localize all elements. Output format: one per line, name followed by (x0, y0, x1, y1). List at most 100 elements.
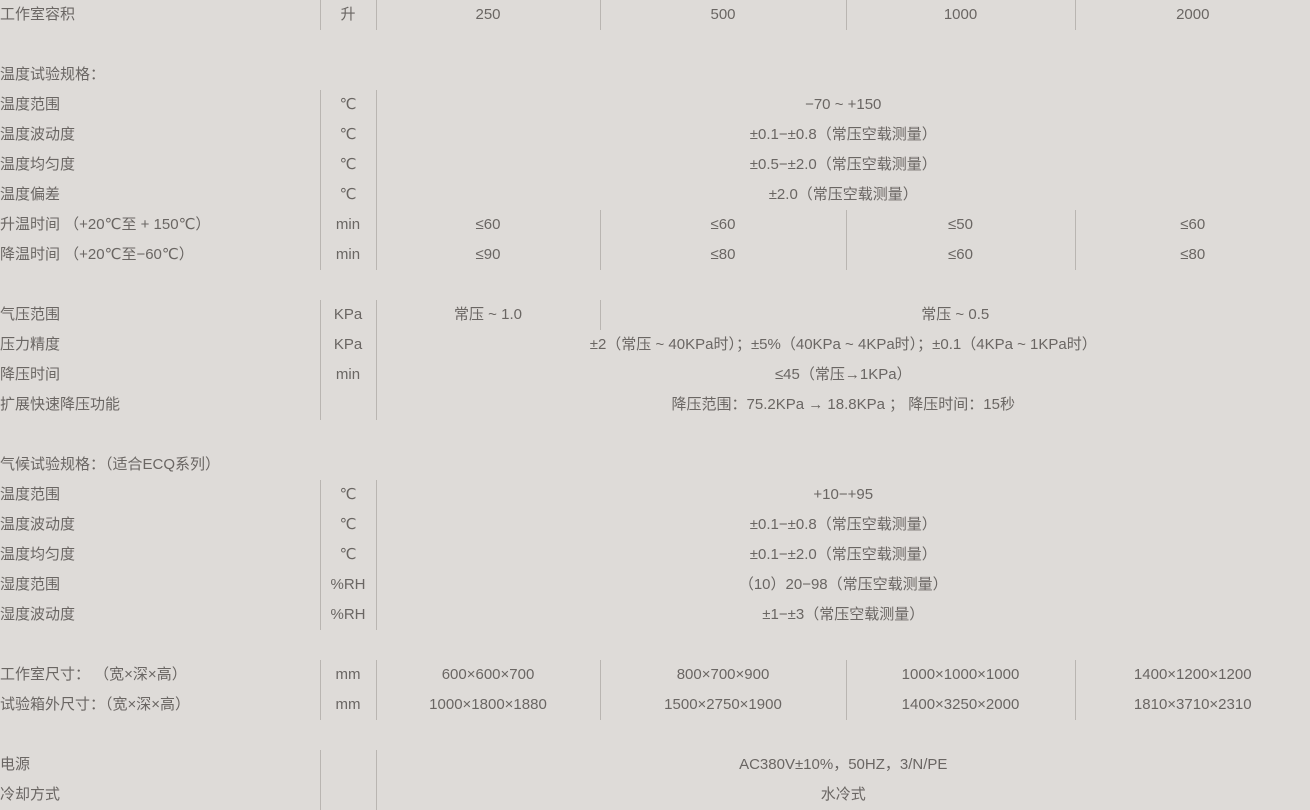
row-label: 试验箱外尺寸：（宽×深×高） (0, 690, 320, 720)
section-separator (0, 270, 1310, 300)
row-unit: ℃ (319, 90, 376, 120)
row-unit (319, 780, 376, 810)
table-header-row: 工作室容积升 250 500 1000 2000 (0, 0, 1310, 30)
row-unit: KPa (319, 330, 376, 360)
section-title-row: 气候试验规格：（适合ECQ系列） (0, 450, 1310, 480)
separator-cell (0, 420, 1310, 450)
table-row: 温度波动度 ℃ ±0.1−±0.8（常压空载测量） (0, 510, 1310, 540)
separator-cell (0, 270, 1310, 300)
row-label: 温度均匀度 (0, 150, 320, 180)
row-unit: mm (319, 690, 376, 720)
row-label: 温度偏差 (0, 180, 320, 210)
header-capacity-2: 1000 (845, 0, 1075, 30)
row-unit: ℃ (319, 540, 376, 570)
section-title: 气候试验规格：（适合ECQ系列） (0, 450, 1310, 480)
table-row: 降温时间 （+20℃至−60℃） min ≤90 ≤80 ≤60 ≤80 (0, 240, 1310, 270)
row-value-3: ≤80 (1074, 240, 1310, 270)
row-unit: ℃ (319, 150, 376, 180)
header-capacity-1: 500 (599, 0, 846, 30)
section-separator (0, 30, 1310, 60)
row-value-1: ≤60 (599, 210, 846, 240)
row-value-span: ±0.1−±0.8（常压空载测量） (375, 120, 1310, 150)
row-value-span: ±2.0（常压空载测量） (375, 180, 1310, 210)
row-unit (319, 390, 376, 420)
table-row: 温度范围 ℃ −70 ~ +150 (0, 90, 1310, 120)
table-row: 湿度范围 %RH （10）20−98（常压空载测量） (0, 570, 1310, 600)
table-row: 温度均匀度 ℃ ±0.1−±2.0（常压空载测量） (0, 540, 1310, 570)
row-value-2: 1000×1000×1000 (845, 660, 1075, 690)
table-row: 温度偏差 ℃ ±2.0（常压空载测量） (0, 180, 1310, 210)
separator-cell (0, 720, 1310, 750)
row-label: 湿度波动度 (0, 600, 320, 630)
row-unit: ℃ (319, 510, 376, 540)
table-row: 工作室尺寸： （宽×深×高） mm 600×600×700 800×700×900 10… (0, 660, 1310, 690)
row-value-0: 600×600×700 (375, 660, 600, 690)
table-row: 升温时间 （+20℃至 + 150℃） min ≤60 ≤60 ≤50 ≤60 (0, 210, 1310, 240)
row-label: 温度范围 (0, 90, 320, 120)
row-value-2: 1400×3250×2000 (845, 690, 1075, 720)
row-value-span: AC380V±10%，50HZ，3/N/PE (375, 750, 1310, 780)
row-value-first: 常压 ~ 1.0 (375, 300, 600, 330)
row-unit: min (319, 210, 376, 240)
row-value-3: 1400×1200×1200 (1074, 660, 1310, 690)
row-label: 电源 (0, 750, 320, 780)
row-unit: %RH (319, 570, 376, 600)
table-row: 压力精度 KPa ±2（常压 ~ 40KPa时）；±5%（40KPa ~ 4KPa时… (0, 330, 1310, 360)
row-value-span: ±0.1−±2.0（常压空载测量） (375, 540, 1310, 570)
section-title-row: 温度试验规格： (0, 60, 1310, 90)
row-label: 工作室尺寸： （宽×深×高） (0, 660, 320, 690)
row-label: 降压时间 (0, 360, 320, 390)
row-unit: KPa (319, 300, 376, 330)
row-label: 冷却方式 (0, 780, 320, 810)
row-value-1: 1500×2750×1900 (599, 690, 846, 720)
row-value-0: ≤60 (375, 210, 600, 240)
table-row: 湿度波动度 %RH ±1−±3（常压空载测量） (0, 600, 1310, 630)
row-label: 温度波动度 (0, 510, 320, 540)
row-unit: %RH (319, 600, 376, 630)
row-value-1: ≤80 (599, 240, 846, 270)
row-value-span: （10）20−98（常压空载测量） (375, 570, 1310, 600)
table-row: 降压时间 min ≤45（常压→1KPa） (0, 360, 1310, 390)
row-value-span: ±2（常压 ~ 40KPa时）；±5%（40KPa ~ 4KPa时）；±0.1（… (375, 330, 1310, 360)
row-label: 温度波动度 (0, 120, 320, 150)
row-value-span: 降压范围：75.2KPa → 18.8KPa ； 降压时间：15秒 (375, 390, 1310, 420)
table-row: 扩展快速降压功能 降压范围：75.2KPa → 18.8KPa ； 降压时间：15… (0, 390, 1310, 420)
row-value-span: ±0.1−±0.8（常压空载测量） (375, 510, 1310, 540)
row-value-span: ±1−±3（常压空载测量） (375, 600, 1310, 630)
row-label: 压力精度 (0, 330, 320, 360)
table-row: 试验箱外尺寸：（宽×深×高） mm 1000×1800×1880 1500×2750×… (0, 690, 1310, 720)
row-label: 扩展快速降压功能 (0, 390, 320, 420)
row-label: 升温时间 （+20℃至 + 150℃） (0, 210, 320, 240)
row-unit: mm (319, 660, 376, 690)
separator-cell (0, 30, 1310, 60)
row-value-1: 800×700×900 (599, 660, 846, 690)
header-capacity-3: 2000 (1074, 0, 1310, 30)
row-value-2: ≤60 (845, 240, 1075, 270)
table-row: 电源 AC380V±10%，50HZ，3/N/PE (0, 750, 1310, 780)
table-row: 温度波动度 ℃ ±0.1−±0.8（常压空载测量） (0, 120, 1310, 150)
row-value-3: ≤60 (1074, 210, 1310, 240)
row-value-span: −70 ~ +150 (375, 90, 1310, 120)
row-value-0: ≤90 (375, 240, 600, 270)
row-unit: min (319, 240, 376, 270)
table-row: 温度范围 ℃ +10−+95 (0, 480, 1310, 510)
row-label: 气压范围 (0, 300, 320, 330)
row-label: 温度范围 (0, 480, 320, 510)
row-unit: ℃ (319, 180, 376, 210)
table-row: 冷却方式 水冷式 (0, 780, 1310, 810)
row-label: 温度均匀度 (0, 540, 320, 570)
row-value-0: 1000×1800×1880 (375, 690, 600, 720)
row-label: 降温时间 （+20℃至−60℃） (0, 240, 320, 270)
section-title: 温度试验规格： (0, 60, 1310, 90)
section-separator (0, 720, 1310, 750)
header-unit: 升 (319, 0, 376, 30)
header-capacity-0: 250 (375, 0, 600, 30)
row-value-span: ±0.5−±2.0（常压空载测量） (375, 150, 1310, 180)
table-row: 气压范围 KPa 常压 ~ 1.0 常压 ~ 0.5 (0, 300, 1310, 330)
separator-cell (0, 630, 1310, 660)
row-unit: ℃ (319, 480, 376, 510)
row-label: 湿度范围 (0, 570, 320, 600)
section-separator (0, 420, 1310, 450)
row-value-3: 1810×3710×2310 (1074, 690, 1310, 720)
